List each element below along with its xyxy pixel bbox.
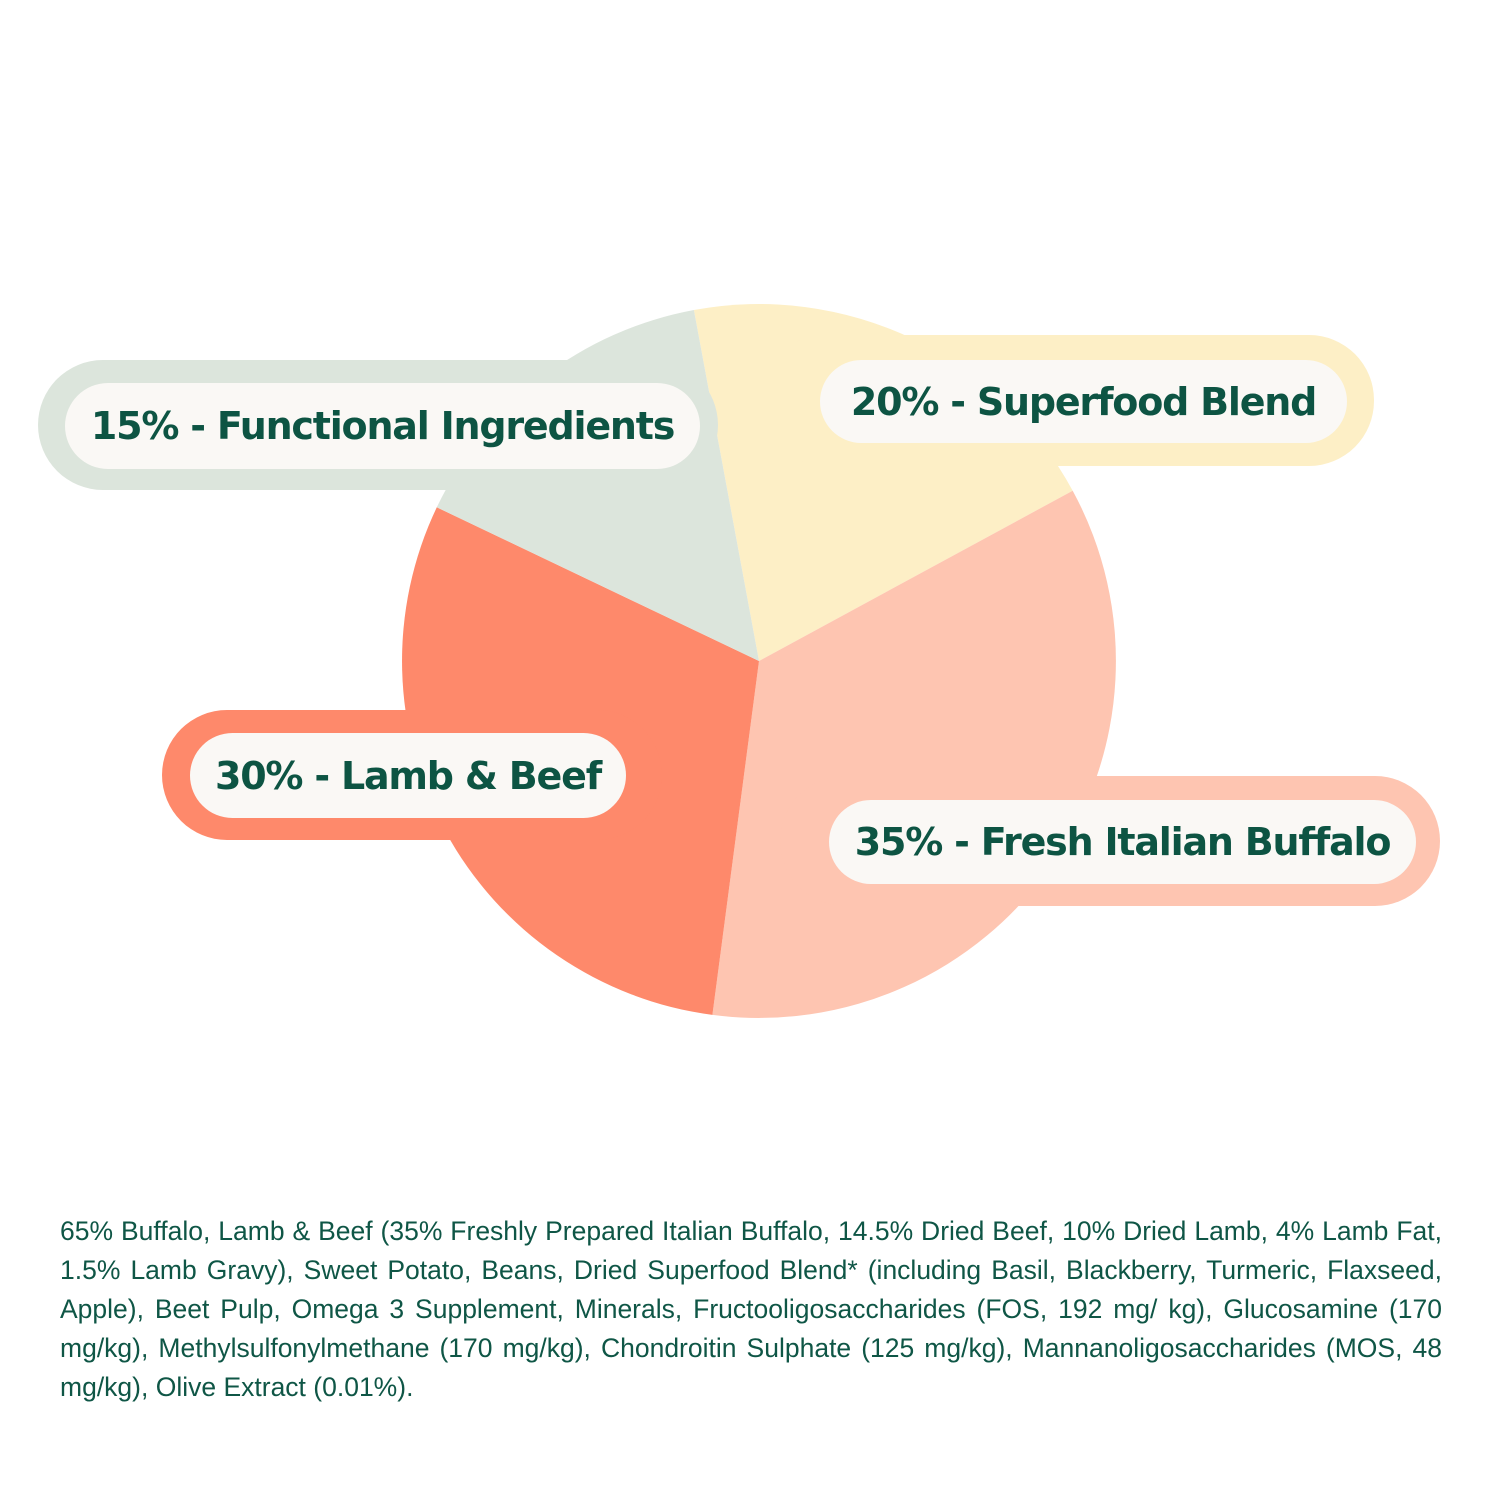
label-lamb-beef: 30% - Lamb & Beef <box>214 753 602 798</box>
label-functional-ingredients: 15% - Functional Ingredients <box>90 404 675 448</box>
callout-superfood-blend: 20% - Superfood Blend <box>820 360 1347 443</box>
callout-fresh-italian-buffalo: 35% - Fresh Italian Buffalo <box>829 800 1416 884</box>
ingredients-text: 65% Buffalo, Lamb & Beef (35% Freshly Pr… <box>60 1216 1442 1402</box>
callout-functional-ingredients: 15% - Functional Ingredients <box>65 383 700 469</box>
label-superfood-blend: 20% - Superfood Blend <box>850 379 1318 424</box>
callout-lamb-beef: 30% - Lamb & Beef <box>190 733 626 818</box>
label-fresh-italian-buffalo: 35% - Fresh Italian Buffalo <box>854 820 1392 864</box>
